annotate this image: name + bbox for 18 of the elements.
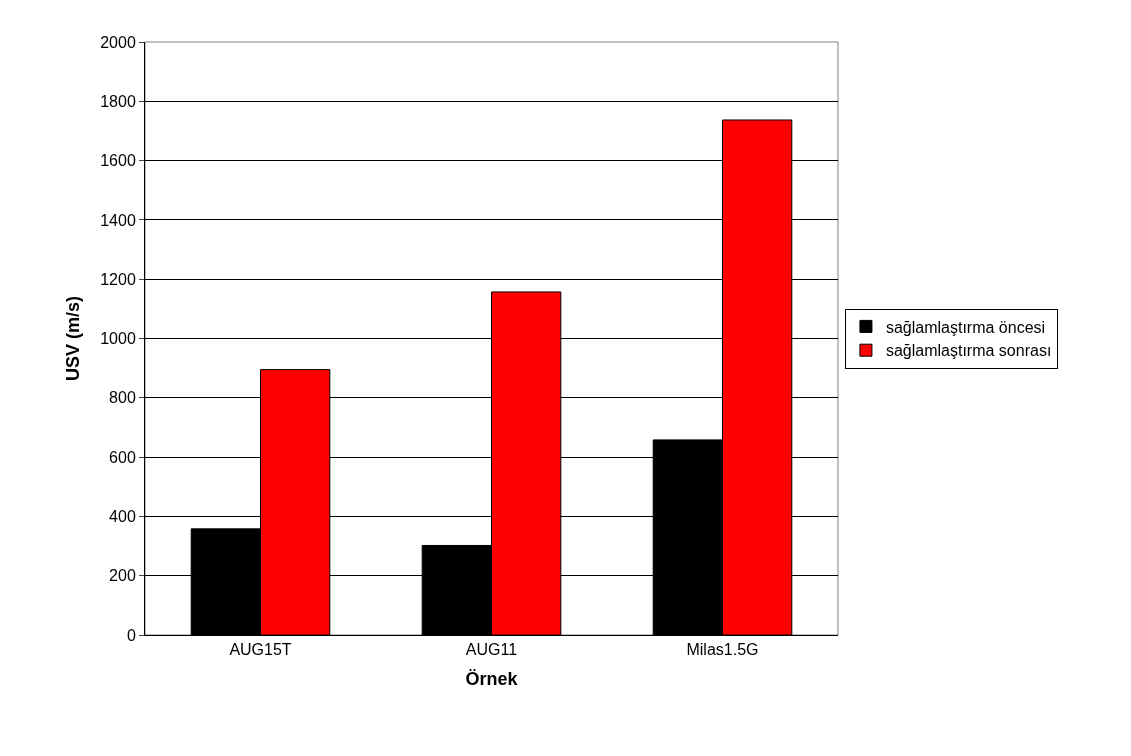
y-tick-label: 1600: [100, 152, 136, 170]
y-tick-label: 2000: [100, 33, 136, 51]
y-tick-label: 600: [109, 448, 136, 466]
y-tick-label: 200: [109, 567, 136, 585]
x-tick-label: AUG15T: [229, 641, 292, 659]
x-tick-label: AUG11: [465, 641, 518, 659]
y-tick-label: 1400: [100, 211, 136, 229]
y-tick-label: 800: [109, 389, 136, 407]
legend-label: sağlamlaştırma öncesi: [885, 318, 1046, 336]
y-axis-title: USV (m/s): [63, 295, 84, 382]
y-tick-label: 1200: [100, 270, 136, 288]
y-tick-label: 1800: [100, 92, 136, 110]
x-tick-label: Milas1.5G: [686, 641, 759, 659]
x-axis-title: Örnek: [465, 669, 519, 690]
legend-label: sağlamlaştırma sonrası: [885, 342, 1052, 360]
y-tick-label: 0: [126, 626, 136, 644]
y-tick-label: 1000: [100, 330, 136, 348]
y-tick-label: 400: [109, 508, 136, 525]
